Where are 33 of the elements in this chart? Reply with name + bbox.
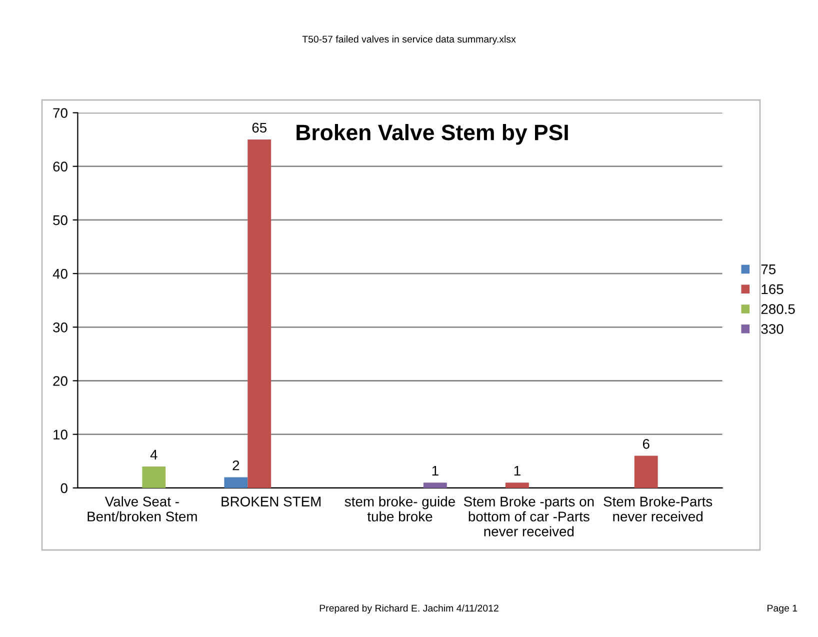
- x-tick-label: BROKEN STEM: [222, 496, 320, 506]
- legend-label: 330: [761, 324, 784, 334]
- x-tick-label: Valve Seat - Bent/broken Stem: [88, 496, 197, 522]
- bar: [142, 466, 166, 488]
- data-label: 6: [642, 439, 650, 449]
- y-tick-label: 30: [53, 322, 68, 332]
- y-tick-label: 10: [54, 430, 68, 440]
- data-label: 65: [252, 122, 267, 133]
- data-label: 2: [232, 460, 240, 470]
- text: T50-57 failed valves in service data summary.xlsx: [302, 35, 516, 45]
- legend-label: 280.5: [761, 304, 795, 314]
- y-tick-label: 40: [52, 268, 68, 279]
- chart-title: Broken Valve Stem by PSI: [296, 124, 568, 145]
- x-tick-label: Stem Broke -parts on bottom of car -Parts never received: [464, 496, 594, 536]
- bar: [634, 456, 658, 488]
- y-tick-label: 70: [53, 108, 68, 118]
- text: Page 1: [768, 604, 798, 614]
- y-tick-label: 60: [53, 162, 68, 172]
- y-tick-label: 0: [60, 483, 68, 494]
- y-tick-label: 50: [53, 215, 68, 226]
- data-label: 1: [432, 466, 438, 476]
- y-tick-label: 20: [53, 376, 68, 386]
- bar: [505, 482, 529, 488]
- x-tick-label: stem broke- guide tube broke: [344, 496, 455, 522]
- data-label: 1: [514, 466, 520, 476]
- legend-label: 165: [762, 284, 784, 294]
- data-label: 4: [150, 450, 158, 460]
- bar: [248, 140, 272, 488]
- legend-label: 75: [761, 264, 776, 274]
- x-tick-label: Stem Broke-Parts never received: [604, 496, 712, 522]
- text: Prepared by Richard E. Jachim 4/11/2012: [320, 604, 498, 614]
- bar: [224, 477, 248, 488]
- bar: [423, 482, 447, 488]
